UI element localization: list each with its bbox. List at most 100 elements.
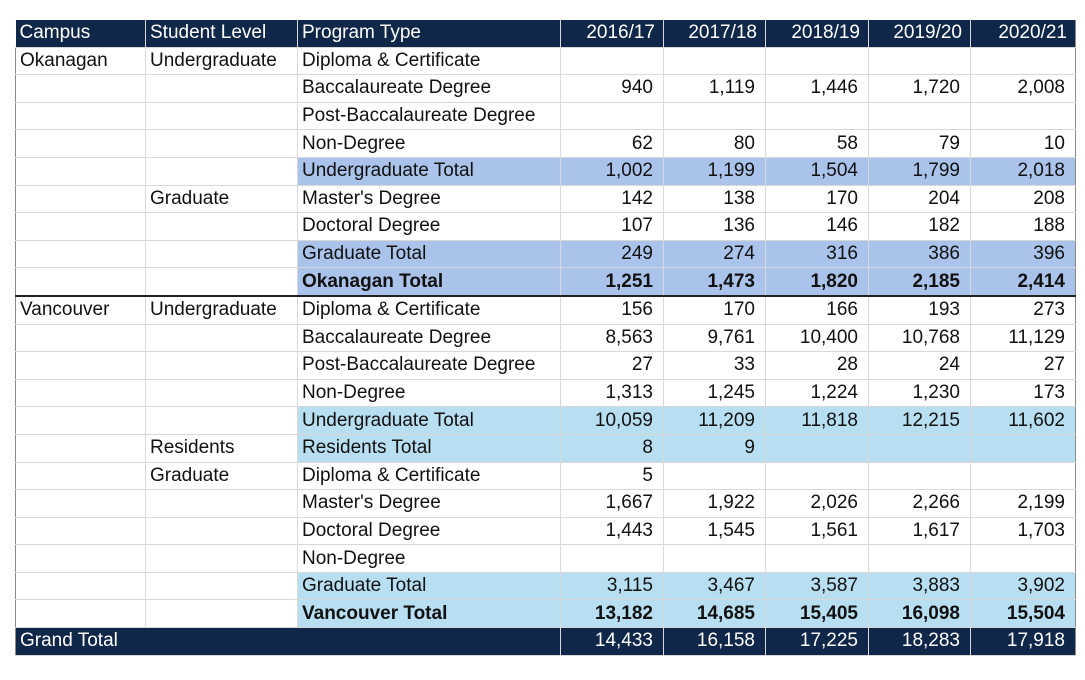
value-cell: 136 (663, 212, 766, 241)
student-level-cell (145, 517, 298, 546)
value-cell (970, 462, 1076, 491)
value-cell: 204 (868, 185, 971, 214)
value-cell: 1,446 (765, 74, 869, 103)
program-type-cell: Non-Degree (297, 379, 561, 408)
program-type-cell: Undergraduate Total (297, 156, 561, 186)
header-row: Campus Student Level Program Type 2016/1… (15, 20, 1076, 48)
student-level-cell: Graduate (145, 185, 298, 214)
value-cell: 8,563 (560, 324, 664, 353)
campus-cell (15, 212, 146, 241)
student-level-cell (145, 351, 298, 380)
value-cell: 80 (663, 129, 766, 158)
value-cell: 2,266 (868, 489, 971, 518)
header-year: 2018/19 (765, 20, 869, 48)
value-cell: 386 (868, 239, 971, 269)
grand-total-label: Grand Total (15, 627, 561, 656)
value-cell: 1,720 (868, 74, 971, 103)
value-cell: 1,245 (663, 379, 766, 408)
grand-total-value: 16,158 (663, 627, 766, 656)
value-cell: 10 (970, 129, 1076, 158)
value-cell: 28 (765, 351, 869, 380)
table-row: Okanagan Undergraduate Diploma & Certifica… (15, 47, 1076, 76)
campus-cell (15, 185, 146, 214)
table-row: Graduate Total 249 274 316 386 396 (15, 239, 1076, 269)
student-level-cell (145, 544, 298, 573)
value-cell: 3,115 (560, 571, 664, 601)
student-level-cell (145, 129, 298, 158)
campus-cell (15, 544, 146, 573)
table-row: Undergraduate Total 1,002 1,199 1,504 1,799 2… (15, 156, 1076, 186)
program-type-cell: Undergraduate Total (297, 406, 561, 435)
value-cell: 11,129 (970, 324, 1076, 353)
value-cell: 2,414 (970, 267, 1076, 297)
value-cell: 1,199 (663, 156, 766, 186)
value-cell: 274 (663, 239, 766, 269)
student-level-cell (145, 240, 298, 269)
value-cell: 146 (765, 212, 869, 241)
value-cell: 107 (560, 212, 664, 241)
value-cell: 58 (765, 129, 869, 158)
value-cell (868, 47, 971, 76)
grand-total-value: 17,918 (970, 627, 1076, 656)
value-cell (560, 47, 664, 76)
value-cell (868, 434, 971, 463)
value-cell: 3,883 (868, 571, 971, 601)
value-cell: 188 (970, 212, 1076, 241)
student-level-cell: Undergraduate (145, 47, 298, 76)
value-cell: 1,230 (868, 379, 971, 408)
value-cell (970, 47, 1076, 76)
value-cell: 138 (663, 185, 766, 214)
header-year: 2017/18 (663, 20, 766, 48)
value-cell: 1,617 (868, 517, 971, 546)
header-student-level: Student Level (145, 20, 298, 48)
campus-cell (15, 379, 146, 408)
table-row: Master's Degree 1,667 1,922 2,026 2,266 2,199 (15, 489, 1076, 518)
campus-cell (15, 351, 146, 380)
value-cell: 1,504 (765, 156, 869, 186)
value-cell: 156 (560, 294, 664, 325)
value-cell (970, 434, 1076, 463)
header-campus: Campus (15, 20, 146, 48)
table-row: Post-Baccalaureate Degree 27 33 28 24 27 (15, 351, 1076, 380)
value-cell (663, 462, 766, 491)
table-row: Baccalaureate Degree 8,563 9,761 10,400 10,7… (15, 324, 1076, 353)
program-type-cell: Doctoral Degree (297, 517, 561, 546)
program-type-cell: Post-Baccalaureate Degree (297, 102, 561, 131)
value-cell: 2,185 (868, 267, 971, 297)
campus-cell (15, 129, 146, 158)
table-row: Graduate Master's Degree 142 138 170 204 208 (15, 185, 1076, 214)
student-level-cell (145, 324, 298, 353)
table-row: Undergraduate Total 10,059 11,209 11,818 12,… (15, 406, 1076, 435)
header-year: 2016/17 (560, 20, 664, 48)
value-cell (765, 47, 869, 76)
table-row: Vancouver Undergraduate Diploma & Certific… (15, 294, 1076, 325)
campus-cell (15, 517, 146, 546)
value-cell: 1,820 (765, 267, 869, 297)
value-cell: 9,761 (663, 324, 766, 353)
table-row: Graduate Total 3,115 3,467 3,587 3,883 3,902 (15, 571, 1076, 601)
value-cell: 5 (560, 462, 664, 491)
value-cell: 249 (560, 239, 664, 269)
campus-cell: Vancouver (15, 294, 146, 325)
value-cell: 1,002 (560, 156, 664, 186)
value-cell: 12,215 (868, 406, 971, 435)
program-type-cell: Baccalaureate Degree (297, 74, 561, 103)
value-cell: 1,799 (868, 156, 971, 186)
value-cell: 9 (663, 434, 766, 463)
grand-total-row: Grand Total 14,433 16,158 17,225 18,283 17,91… (15, 627, 1076, 656)
value-cell: 27 (560, 351, 664, 380)
program-type-cell: Baccalaureate Degree (297, 324, 561, 353)
value-cell (663, 47, 766, 76)
value-cell (970, 102, 1076, 131)
program-type-cell: Residents Total (297, 434, 561, 463)
value-cell: 1,119 (663, 74, 766, 103)
value-cell: 10,059 (560, 406, 664, 435)
value-cell: 1,703 (970, 517, 1076, 546)
value-cell (765, 462, 869, 491)
table-row: Non-Degree (15, 544, 1076, 573)
student-level-cell (145, 212, 298, 241)
value-cell: 316 (765, 239, 869, 269)
value-cell: 396 (970, 239, 1076, 269)
value-cell: 27 (970, 351, 1076, 380)
campus-cell (15, 434, 146, 463)
